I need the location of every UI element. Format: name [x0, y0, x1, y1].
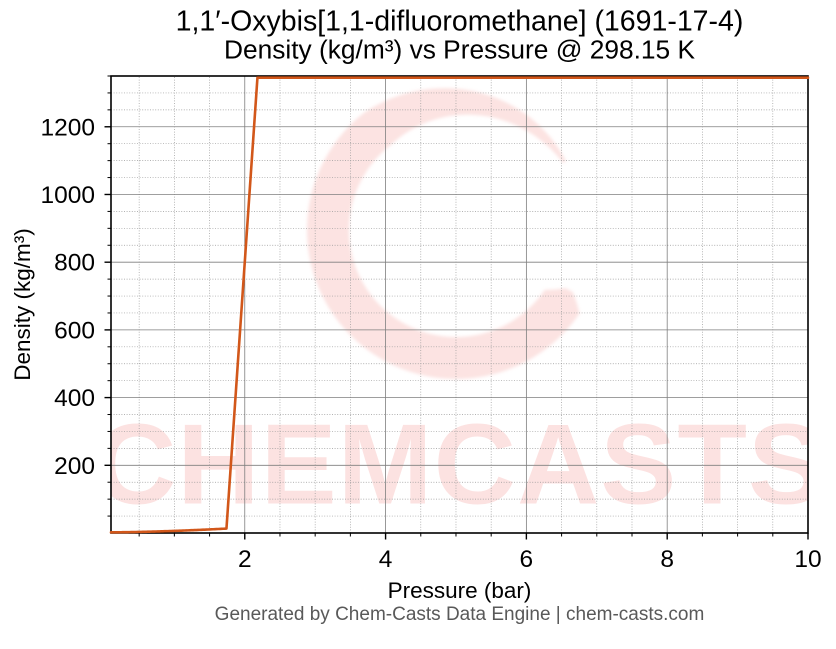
- svg-text:Pressure (bar): Pressure (bar): [388, 578, 532, 603]
- svg-text:1200: 1200: [40, 114, 95, 141]
- svg-text:800: 800: [54, 250, 95, 277]
- svg-text:8: 8: [660, 546, 674, 573]
- svg-text:Density (kg/m³) vs Pressure @: Density (kg/m³) vs Pressure @ 298.15 K: [224, 34, 695, 64]
- svg-text:Generated by Chem-Casts Data E: Generated by Chem-Casts Data Engine | ch…: [215, 604, 705, 625]
- svg-text:4: 4: [379, 546, 393, 573]
- svg-text:CHEMCASTS: CHEMCASTS: [94, 401, 825, 528]
- svg-text:200: 200: [54, 453, 95, 480]
- svg-text:600: 600: [54, 317, 95, 344]
- svg-text:10: 10: [794, 546, 821, 573]
- svg-text:400: 400: [54, 385, 95, 412]
- svg-text:Density (kg/m³): Density (kg/m³): [10, 228, 35, 381]
- svg-text:6: 6: [520, 546, 534, 573]
- svg-text:1,1′-Oxybis[1,1-difluoromethan: 1,1′-Oxybis[1,1-difluoromethane] (1691-1…: [176, 6, 744, 38]
- svg-text:1000: 1000: [40, 182, 95, 209]
- svg-text:2: 2: [238, 546, 252, 573]
